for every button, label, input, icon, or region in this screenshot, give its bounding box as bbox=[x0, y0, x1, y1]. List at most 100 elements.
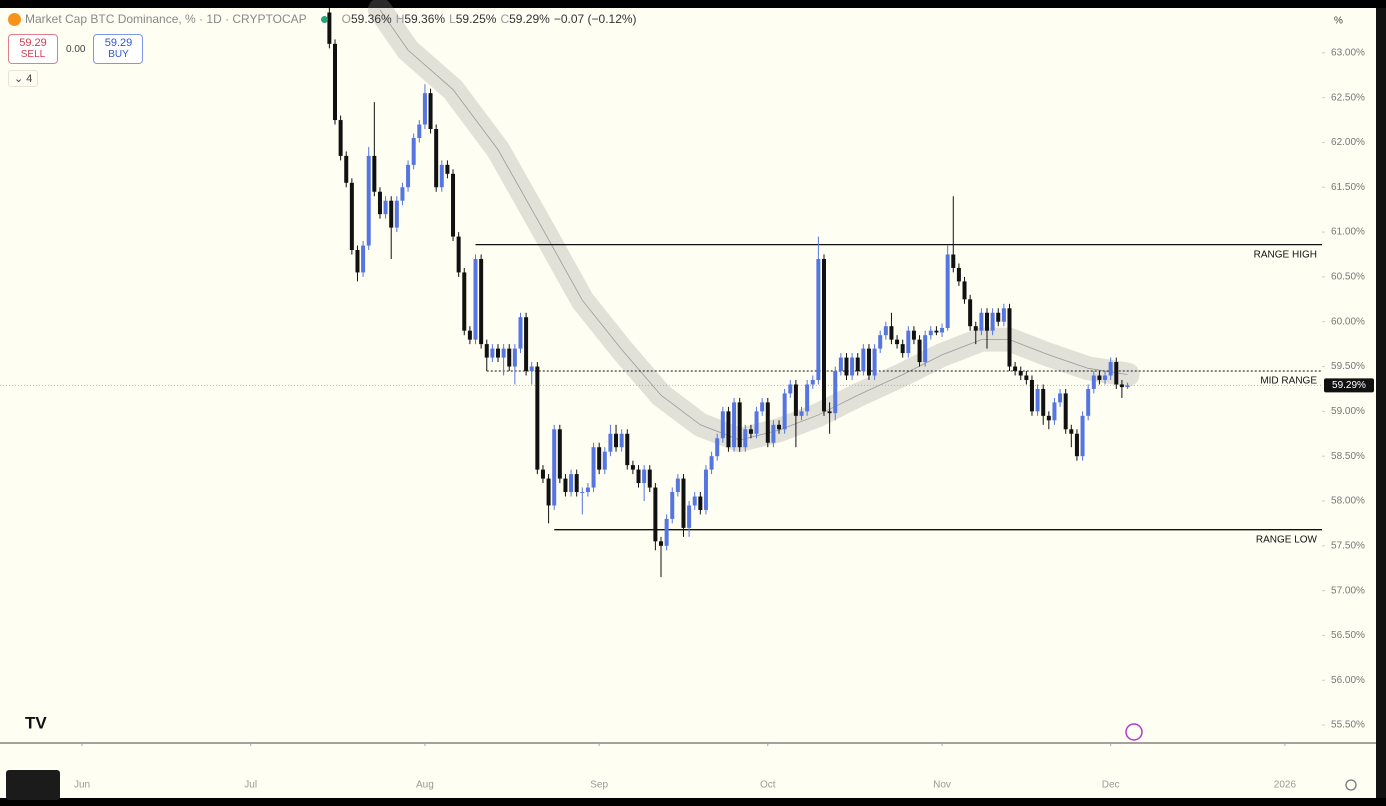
y-tick-label: 56.50% bbox=[1331, 630, 1365, 641]
candle-body bbox=[1007, 308, 1012, 367]
candle-body bbox=[389, 200, 394, 228]
candle-body bbox=[822, 258, 827, 412]
candle-body bbox=[968, 299, 973, 327]
sell-button[interactable]: 59.29 SELL bbox=[8, 34, 58, 64]
candle-body bbox=[675, 478, 680, 493]
candle-body bbox=[726, 411, 731, 448]
candle-body bbox=[642, 469, 647, 484]
candle-body bbox=[608, 433, 613, 452]
candle-body bbox=[456, 236, 461, 273]
candle-body bbox=[524, 317, 529, 372]
candle-body bbox=[692, 496, 697, 506]
candle-body bbox=[574, 474, 579, 493]
candle-body bbox=[996, 312, 1001, 322]
candle-body bbox=[344, 155, 349, 183]
candle-body bbox=[793, 384, 798, 416]
title: Market Cap BTC Dominance, % · 1D · CRYPT… bbox=[25, 12, 307, 26]
x-tick-label: Jun bbox=[74, 780, 90, 791]
candle-body bbox=[934, 330, 939, 333]
y-tick-label: 58.50% bbox=[1331, 451, 1365, 462]
buy-button[interactable]: 59.29 BUY bbox=[93, 34, 144, 64]
candle-body bbox=[844, 357, 849, 376]
last-price-label: 59.29% bbox=[1332, 380, 1366, 391]
x-tick-label: 2026 bbox=[1274, 780, 1297, 791]
candle-body bbox=[940, 327, 945, 333]
candle-body bbox=[670, 492, 675, 519]
y-tick-label: 61.50% bbox=[1331, 182, 1365, 193]
candle-body bbox=[1052, 402, 1057, 421]
candle-body bbox=[1091, 375, 1096, 389]
candle-body bbox=[737, 402, 742, 448]
toolbar-button[interactable] bbox=[6, 770, 60, 800]
y-tick-label: 55.50% bbox=[1331, 720, 1365, 731]
ohlc-key: O bbox=[341, 12, 351, 26]
candle-body bbox=[366, 155, 371, 246]
change: −0.07 (−0.12%) bbox=[553, 12, 637, 26]
candle-body bbox=[490, 348, 495, 358]
indicators-toggle[interactable]: ⌄ 4 bbox=[8, 70, 39, 87]
chart-background bbox=[0, 8, 1376, 798]
candle-body bbox=[1063, 393, 1068, 430]
candle-body bbox=[799, 411, 804, 416]
candle-body bbox=[872, 348, 877, 376]
last-price-tag bbox=[1324, 378, 1374, 393]
candle-body bbox=[529, 366, 534, 372]
candle-body bbox=[1097, 375, 1102, 380]
candle-body bbox=[1119, 384, 1124, 388]
candle-body bbox=[332, 43, 337, 121]
candle-body bbox=[951, 254, 956, 268]
range-label: RANGE HIGH bbox=[1254, 249, 1317, 260]
candle-body bbox=[895, 339, 900, 345]
scrollbar bbox=[1376, 8, 1386, 798]
candle-body bbox=[1046, 415, 1051, 421]
candle-body bbox=[591, 447, 596, 488]
candle-body bbox=[861, 348, 866, 372]
candle-body bbox=[557, 429, 562, 479]
candle-body bbox=[1024, 375, 1029, 380]
candle-body bbox=[400, 187, 405, 201]
candle-body bbox=[1086, 388, 1091, 416]
ohlc-value: 59.36% bbox=[404, 12, 446, 26]
candle-body bbox=[473, 258, 478, 340]
status-dot bbox=[320, 15, 328, 23]
y-tick-label: 61.00% bbox=[1331, 227, 1365, 238]
y-tick-label: 58.00% bbox=[1331, 496, 1365, 507]
candle-body bbox=[878, 335, 883, 349]
candle-body bbox=[462, 272, 467, 331]
candle-body bbox=[889, 326, 894, 340]
candle-body bbox=[771, 424, 776, 443]
candle-body bbox=[585, 487, 590, 493]
candle-body bbox=[855, 357, 860, 372]
x-tick-label: Aug bbox=[416, 780, 434, 791]
candle-body bbox=[495, 348, 500, 358]
candle-body bbox=[760, 402, 765, 412]
candle-body bbox=[597, 447, 602, 470]
candle-body bbox=[906, 330, 911, 354]
candle-body bbox=[619, 433, 624, 448]
x-tick-label: Sep bbox=[590, 780, 608, 791]
candle-body bbox=[788, 384, 793, 394]
buy-price: 59.29 bbox=[104, 37, 133, 49]
candle-body bbox=[439, 164, 444, 188]
candle-body bbox=[327, 12, 332, 44]
flash-icon[interactable] bbox=[1125, 723, 1143, 741]
y-tick-label: 62.50% bbox=[1331, 92, 1365, 103]
candle-body bbox=[1125, 385, 1130, 388]
candle-body bbox=[467, 330, 472, 340]
y-tick-label: 56.00% bbox=[1331, 675, 1365, 686]
ohlc-value: 59.25% bbox=[455, 12, 497, 26]
candle-body bbox=[507, 348, 512, 367]
indicators-count: 4 bbox=[26, 73, 33, 85]
candle-body bbox=[484, 344, 489, 358]
settings-icon[interactable] bbox=[1345, 779, 1357, 791]
candle-body bbox=[338, 120, 343, 156]
candle-body bbox=[630, 465, 635, 470]
candle-body bbox=[1035, 388, 1040, 412]
candle-body bbox=[1074, 433, 1079, 457]
candle-body bbox=[850, 357, 855, 376]
candle-body bbox=[535, 366, 540, 470]
candle-body bbox=[664, 518, 669, 546]
candle-body bbox=[647, 469, 652, 488]
